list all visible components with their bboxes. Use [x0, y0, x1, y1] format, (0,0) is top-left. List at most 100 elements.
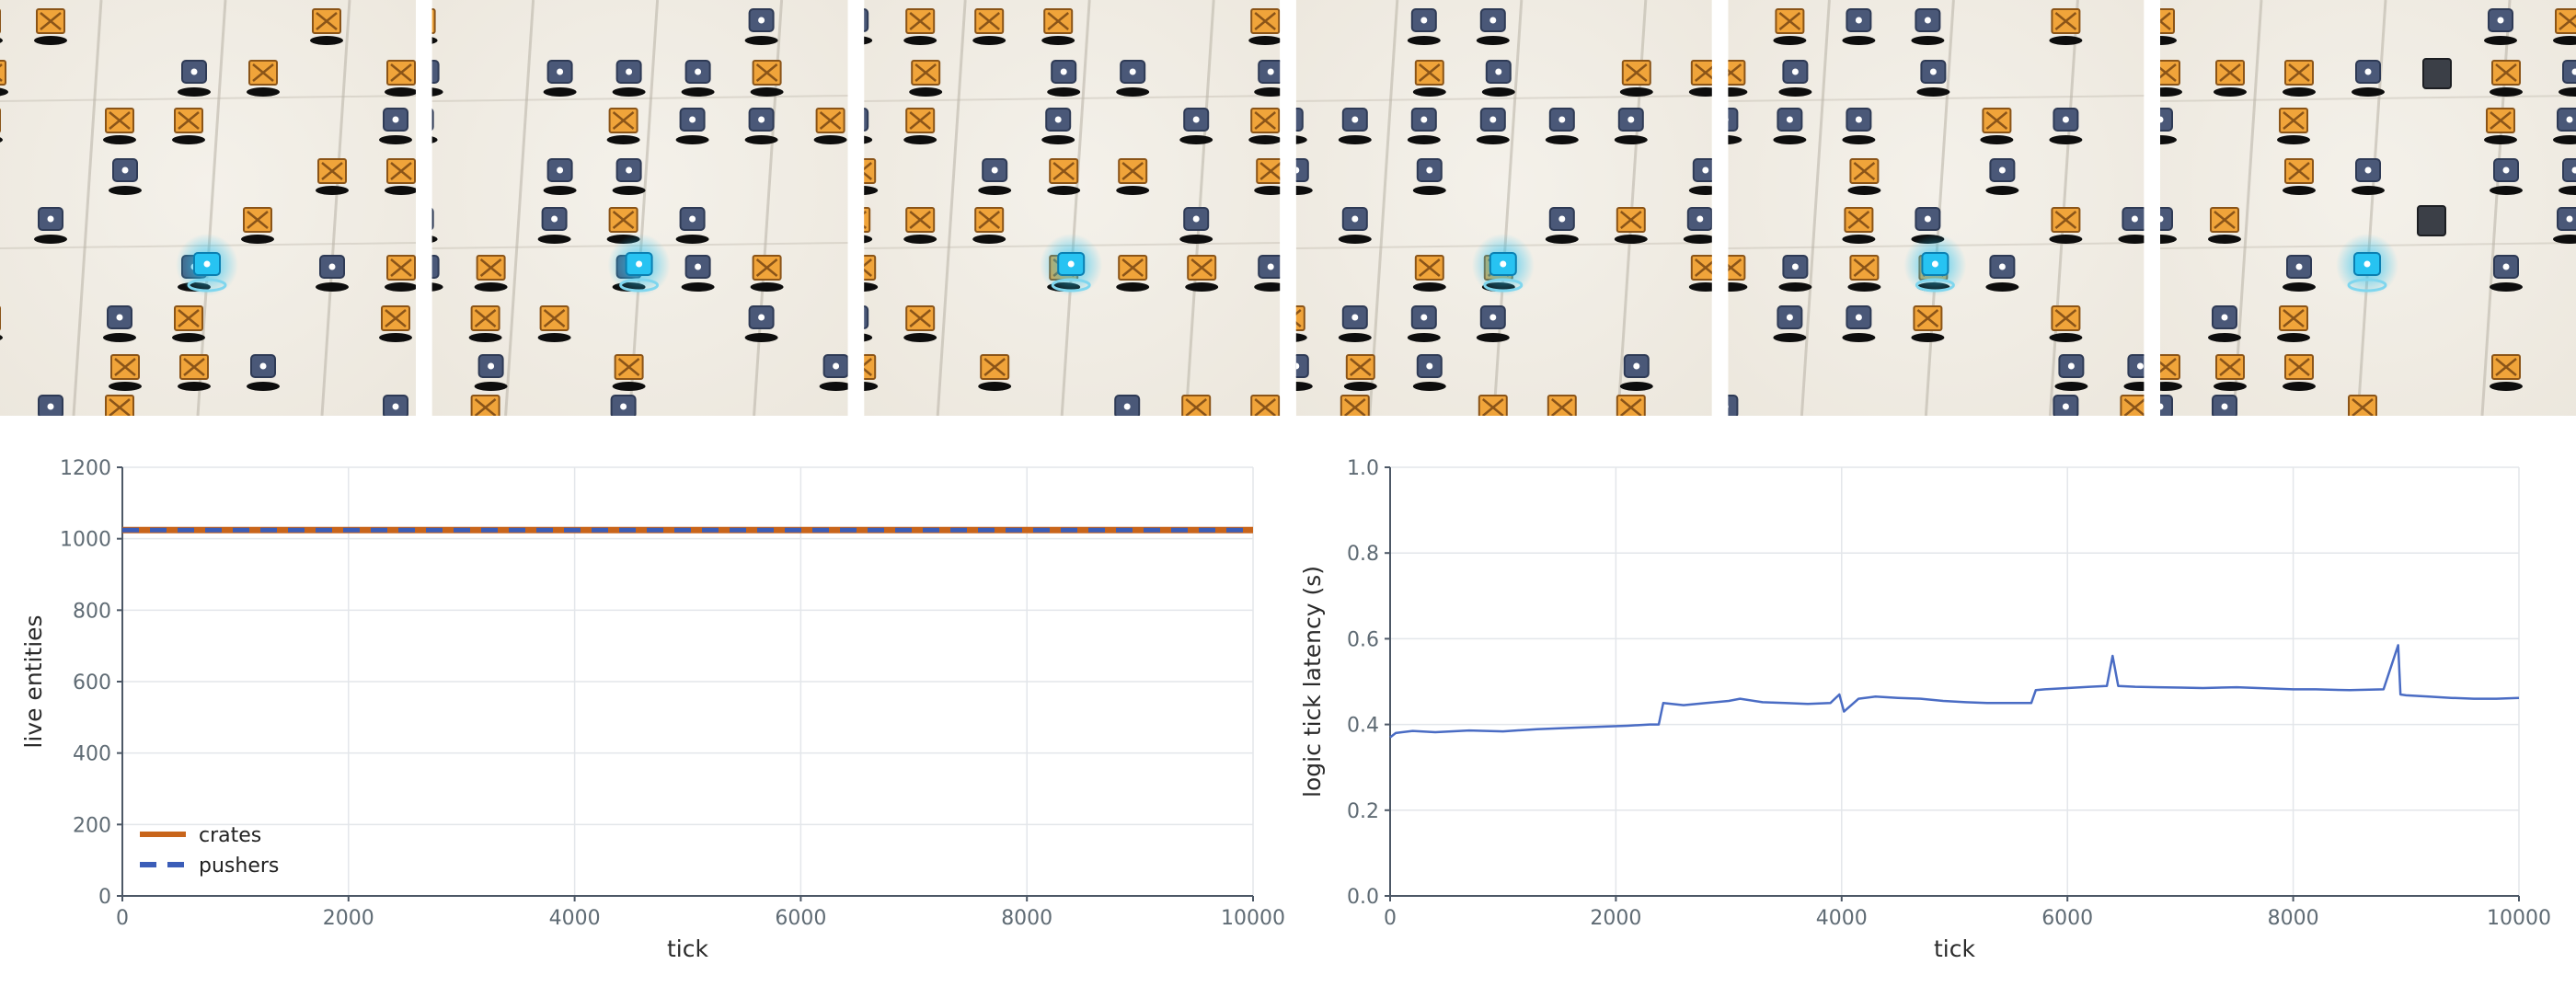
shadow: [385, 282, 416, 292]
y-tick-label: 0.8: [1347, 543, 1379, 566]
shadow: [2490, 382, 2523, 391]
shadow: [1688, 87, 1712, 97]
shadow: [2553, 135, 2576, 144]
crate-cross: [2160, 12, 2171, 30]
shadow: [109, 382, 142, 391]
shadow: [1248, 135, 1281, 144]
x-tick-label: 4000: [549, 907, 601, 930]
shadow: [1343, 382, 1377, 391]
shadow: [1773, 333, 1807, 342]
pusher-eye: [1351, 314, 1359, 321]
crate-cross: [2219, 63, 2241, 82]
shadow: [864, 333, 873, 342]
shadow: [1842, 36, 1876, 45]
pusher-eye: [1192, 215, 1200, 223]
x-tick-label: 2000: [1590, 907, 1641, 930]
pusher-eye: [2160, 403, 2164, 410]
crate-cross: [1419, 258, 1441, 277]
x-tick-label: 0: [1384, 907, 1397, 930]
frame-panel: [2160, 0, 2576, 416]
pusher-eye: [1267, 68, 1274, 75]
shadow: [1619, 382, 1653, 391]
shadow: [2553, 235, 2576, 244]
x-tick-label: 4000: [1816, 907, 1868, 930]
pusher-eye: [121, 166, 129, 174]
crate-icon: [2160, 8, 2175, 34]
frame-panel: [0, 0, 416, 416]
pusher-icon: [431, 208, 434, 230]
pusher-eye: [423, 69, 430, 75]
crate-cross: [1254, 111, 1276, 130]
floor-line: [320, 0, 351, 416]
pusher-eye: [2221, 403, 2228, 410]
crate-icon: [1181, 395, 1212, 416]
shadow: [903, 36, 937, 45]
y-tick-label: 600: [73, 671, 111, 694]
floor-line: [2160, 95, 2576, 102]
shadow: [750, 282, 784, 292]
pusher-icon: [1728, 395, 1739, 416]
crate-cross: [1728, 258, 1742, 277]
shadow: [750, 87, 784, 97]
shadow: [103, 333, 136, 342]
pusher-eye: [392, 116, 399, 123]
x-tick-label: 0: [116, 907, 129, 930]
shadow: [431, 235, 438, 243]
crate-cross: [2288, 162, 2310, 180]
shadow: [316, 282, 349, 292]
shadow: [2283, 382, 2316, 391]
shadow: [903, 333, 937, 342]
shadow: [1614, 135, 1648, 144]
pusher-eye: [1627, 116, 1635, 123]
crate-icon: [470, 395, 500, 416]
pusher-eye: [1287, 117, 1294, 123]
crate-cross: [1254, 398, 1276, 416]
crate-cross: [1778, 12, 1801, 30]
y-axis-title: live entities: [20, 614, 47, 748]
pusher-eye: [2131, 215, 2138, 223]
shadow: [543, 186, 577, 195]
shadow: [1688, 186, 1712, 195]
y-tick-label: 0.0: [1347, 886, 1379, 909]
frame-panel: [853, 0, 1281, 416]
shadow: [1254, 186, 1281, 195]
shadow: [2352, 87, 2385, 97]
agent-eye: [1067, 260, 1075, 268]
pusher-eye: [853, 17, 859, 24]
pusher-eye: [1929, 68, 1937, 75]
crate-cross: [1620, 398, 1642, 416]
shadow: [972, 235, 1006, 244]
crate-cross: [1847, 211, 1870, 229]
shadow: [2277, 333, 2310, 342]
pusher-eye: [1351, 116, 1359, 123]
shadow: [1688, 282, 1712, 292]
shadow: [909, 87, 943, 97]
shadow: [2553, 36, 2576, 45]
crate-cross: [474, 309, 497, 327]
shadow: [379, 135, 412, 144]
floor-line: [1800, 0, 1831, 416]
shadow: [1619, 87, 1653, 97]
crate-cross: [1853, 162, 1876, 180]
shadow: [2049, 333, 2083, 342]
pusher-eye: [1426, 166, 1433, 174]
crate-cross: [755, 63, 778, 82]
shadow: [1295, 382, 1313, 391]
shadow: [2490, 186, 2523, 195]
shadow: [1842, 235, 1876, 244]
shadow: [606, 135, 640, 144]
shadow: [1728, 87, 1748, 97]
pusher-icon: [2160, 108, 2173, 132]
crate-cross: [2490, 111, 2512, 130]
pusher-eye: [1633, 362, 1640, 370]
crate-icon: [2555, 8, 2576, 34]
shadow: [1778, 282, 1812, 292]
floor-line: [1728, 95, 2145, 102]
y-tick-label: 1000: [60, 529, 111, 552]
selection-ring: [619, 278, 660, 293]
crate-cross: [909, 211, 931, 229]
pusher-eye: [2502, 166, 2510, 174]
shadow: [1407, 135, 1441, 144]
pusher-eye: [2160, 215, 2164, 223]
pusher-eye: [1351, 215, 1359, 223]
